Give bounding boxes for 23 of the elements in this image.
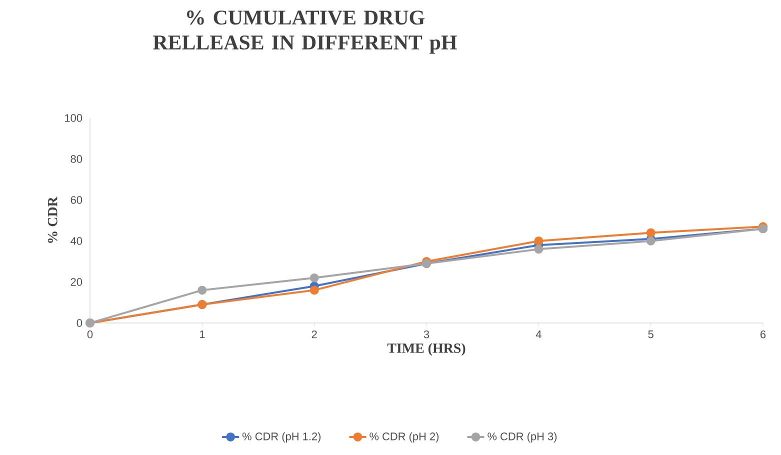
point	[198, 286, 207, 295]
x-tick-label: 3	[424, 330, 430, 338]
legend-label: % CDR (pH 3)	[488, 432, 557, 442]
legend-label: % CDR (pH 2)	[370, 432, 439, 442]
point	[646, 228, 656, 238]
point	[310, 286, 319, 295]
y-tick-label: 0	[76, 319, 82, 327]
y-tick-label: 20	[70, 278, 82, 286]
y-tick-label: 40	[70, 237, 82, 245]
x-tick-label: 5	[648, 330, 654, 338]
y-tick-label: 60	[70, 196, 82, 204]
y-tick-label: 100	[65, 114, 82, 122]
x-tick-label: 4	[536, 330, 542, 338]
point	[310, 273, 319, 282]
x-axis-title: TIME (HRS)	[387, 343, 466, 356]
x-tick-label: 6	[760, 330, 766, 338]
y-tick-label: 80	[70, 155, 82, 163]
x-tick-label: 2	[312, 330, 317, 338]
legend-label: % CDR (pH 1.2)	[242, 432, 321, 442]
chart-title: % CUMULATIVE DRUG RELLEASE IN DIFFERENT pH	[153, 10, 457, 54]
y-axis-title: % CDR	[48, 196, 58, 243]
x-tick-label: 1	[200, 330, 205, 338]
x-tick-label: 0	[87, 330, 93, 338]
